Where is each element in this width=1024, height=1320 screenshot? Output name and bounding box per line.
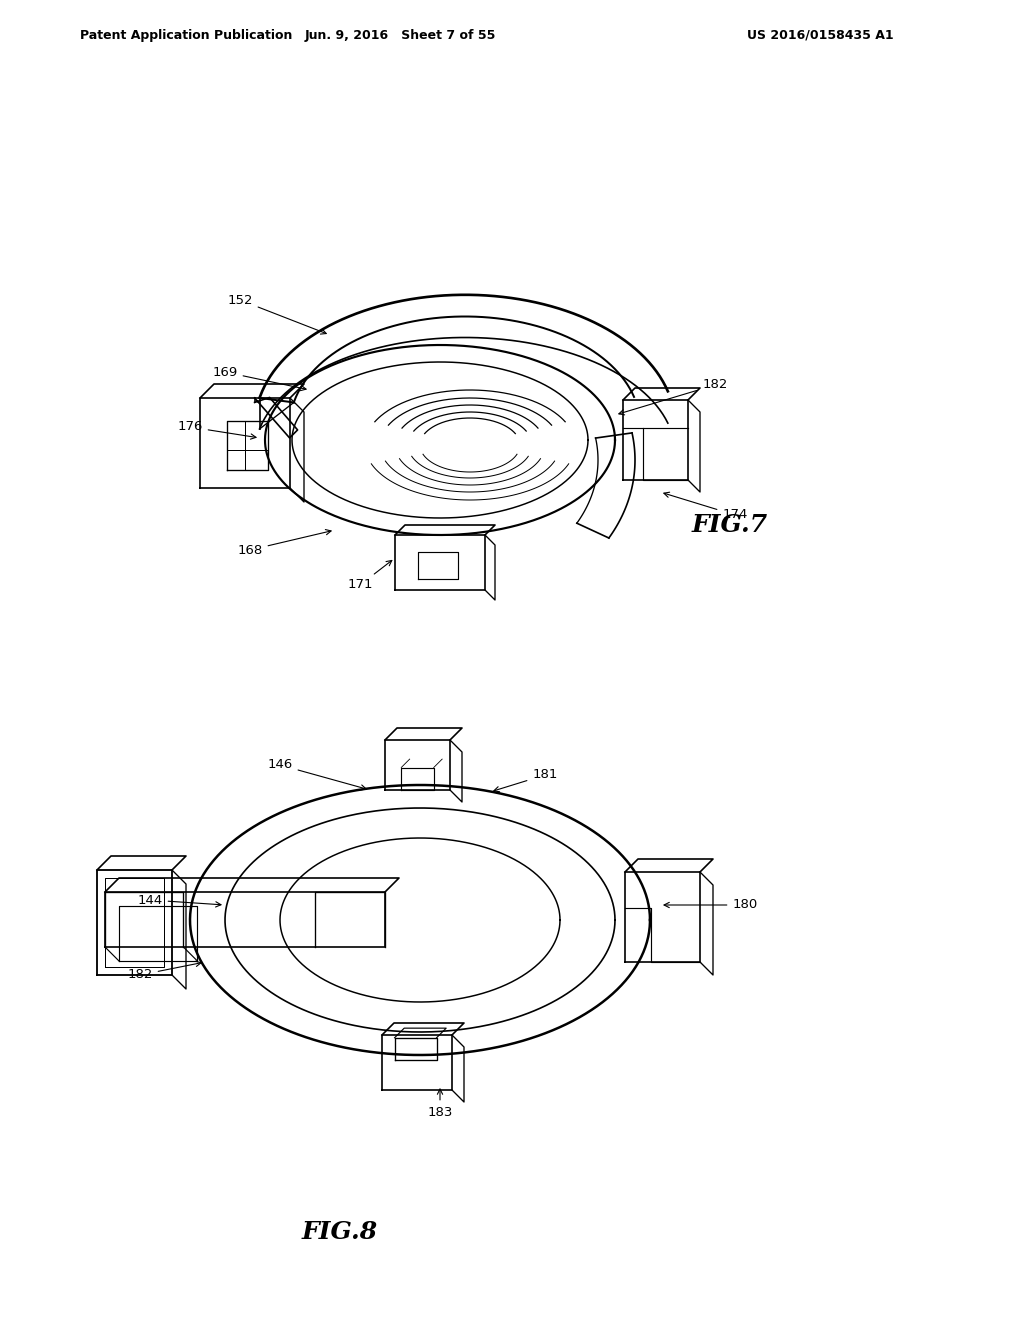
Text: 174: 174: [664, 492, 748, 521]
Text: 146: 146: [267, 759, 367, 791]
Text: 144: 144: [137, 894, 221, 907]
Text: 152: 152: [227, 293, 327, 334]
Text: 182: 182: [127, 961, 201, 982]
Text: Patent Application Publication: Patent Application Publication: [80, 29, 293, 41]
Text: 183: 183: [427, 1089, 453, 1118]
Text: 171: 171: [347, 561, 392, 591]
Text: FIG.8: FIG.8: [302, 1220, 378, 1243]
Text: 169: 169: [212, 366, 306, 391]
Text: 168: 168: [238, 529, 331, 557]
Text: 182: 182: [618, 379, 728, 414]
Text: 180: 180: [664, 899, 758, 912]
Text: FIG.7: FIG.7: [692, 513, 768, 537]
Text: Jun. 9, 2016   Sheet 7 of 55: Jun. 9, 2016 Sheet 7 of 55: [304, 29, 496, 41]
Text: 176: 176: [177, 421, 256, 440]
Text: US 2016/0158435 A1: US 2016/0158435 A1: [746, 29, 893, 41]
Text: 181: 181: [494, 768, 558, 792]
